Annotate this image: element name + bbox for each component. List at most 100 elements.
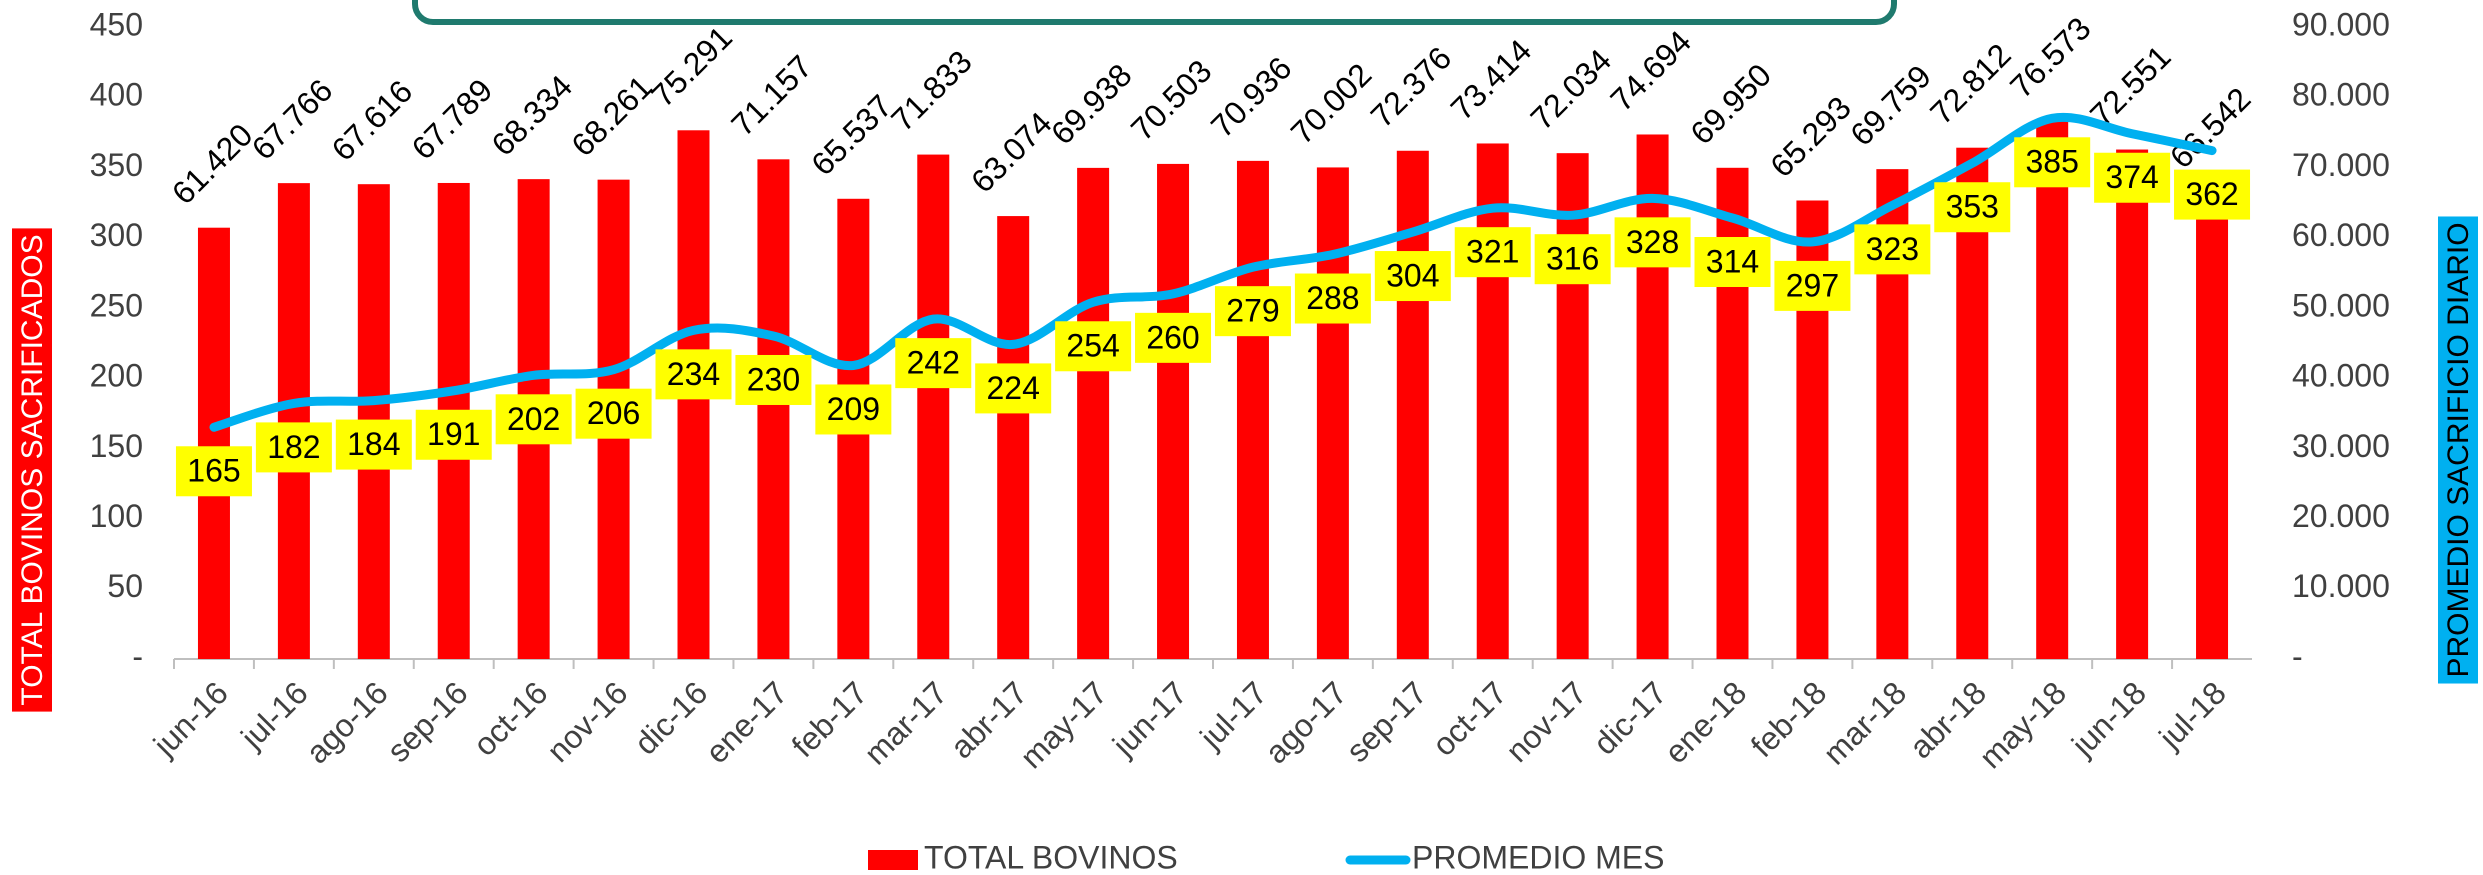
x-tick-label: jun-16 bbox=[146, 674, 235, 763]
data-label: 224 bbox=[986, 370, 1039, 406]
bar-value-label: 63.074 bbox=[964, 105, 1059, 200]
y-axis-title-box bbox=[12, 228, 52, 712]
data-label-box bbox=[895, 338, 972, 389]
x-tick-label: jun-17 bbox=[1105, 674, 1194, 763]
y2-tick-label: 10.000 bbox=[2292, 568, 2390, 604]
data-label: 209 bbox=[827, 391, 880, 427]
bar bbox=[1556, 153, 1589, 659]
bar bbox=[2196, 191, 2229, 659]
y-tick-label: 200 bbox=[90, 358, 143, 394]
y2-axis-title-box bbox=[2438, 216, 2478, 684]
data-label-box bbox=[495, 394, 572, 445]
data-label-box bbox=[1614, 217, 1691, 268]
x-tick-label: ago-17 bbox=[1258, 674, 1354, 770]
bar bbox=[1077, 167, 1110, 659]
data-label: 328 bbox=[1626, 224, 1679, 260]
bar-value-label: 70.503 bbox=[1124, 53, 1219, 148]
y-tick-label: 300 bbox=[90, 217, 143, 253]
data-label: 260 bbox=[1146, 319, 1199, 355]
data-label: 206 bbox=[587, 395, 640, 431]
bar bbox=[917, 154, 950, 660]
bar-value-label: 71.157 bbox=[724, 48, 819, 143]
bar-value-label: 69.938 bbox=[1044, 57, 1139, 152]
y2-tick-label: 50.000 bbox=[2292, 287, 2390, 323]
x-tick-label: may-17 bbox=[1013, 674, 1114, 775]
x-tick-label: ago-16 bbox=[299, 674, 395, 770]
bar-value-label: 65.537 bbox=[804, 88, 899, 183]
data-label-box bbox=[1534, 234, 1611, 285]
data-label-box bbox=[1294, 273, 1371, 324]
bar bbox=[1157, 163, 1190, 659]
data-label-box bbox=[1135, 312, 1212, 363]
title-frame bbox=[412, 0, 1897, 25]
data-label-box bbox=[2174, 169, 2251, 220]
y2-tick-label: 90.000 bbox=[2292, 6, 2390, 42]
bar bbox=[997, 216, 1030, 659]
y-tick-label: 50 bbox=[107, 568, 143, 604]
y2-tick-label: 40.000 bbox=[2292, 358, 2390, 394]
y2-axis-title: PROMEDIO SACRIFICIO DIARIO bbox=[2442, 222, 2475, 677]
bar-value-label: 70.002 bbox=[1284, 56, 1379, 151]
y2-tick-label: 60.000 bbox=[2292, 217, 2390, 253]
bar-value-label: 61.420 bbox=[165, 117, 260, 212]
y-tick-label: 350 bbox=[90, 147, 143, 183]
data-label: 297 bbox=[1786, 267, 1839, 303]
bar-value-label: 72.376 bbox=[1364, 40, 1459, 135]
x-tick-label: nov-16 bbox=[540, 674, 635, 769]
bar bbox=[2116, 149, 2149, 659]
y2-tick-label: 80.000 bbox=[2292, 77, 2390, 113]
bar-value-label: 67.616 bbox=[325, 73, 420, 168]
bar-value-label: 76.573 bbox=[2003, 10, 2098, 105]
x-tick-label: ene-18 bbox=[1658, 674, 1754, 770]
data-label: 362 bbox=[2185, 176, 2238, 212]
legend-label: PROMEDIO MES bbox=[1412, 839, 1664, 875]
bar bbox=[1636, 134, 1669, 660]
legend-label: TOTAL BOVINOS bbox=[924, 839, 1178, 875]
y-tick-label: 150 bbox=[90, 428, 143, 464]
x-tick-label: oct-17 bbox=[1425, 674, 1513, 762]
x-tick-label: ene-17 bbox=[698, 674, 794, 770]
bar-value-label: 68.334 bbox=[485, 68, 580, 163]
line bbox=[209, 112, 2217, 432]
bar-value-label: 66.542 bbox=[2163, 81, 2258, 176]
y2-axis-title-group: PROMEDIO SACRIFICIO DIARIO bbox=[2438, 216, 2478, 684]
data-label: 316 bbox=[1546, 241, 1599, 277]
data-label-box bbox=[2094, 152, 2171, 203]
y2-tick-label: 30.000 bbox=[2292, 428, 2390, 464]
data-label-box bbox=[1774, 260, 1851, 311]
bar bbox=[1316, 167, 1349, 659]
data-label-box bbox=[1854, 224, 1931, 275]
bar bbox=[197, 227, 230, 659]
bar-value-label: 68.261 bbox=[564, 69, 659, 164]
bar-value-label: 67.789 bbox=[405, 72, 500, 167]
bar bbox=[1236, 160, 1269, 659]
y2-tick-label: 20.000 bbox=[2292, 498, 2390, 534]
bar-value-label: 65.293 bbox=[1763, 89, 1858, 184]
y-tick-label: - bbox=[132, 638, 143, 674]
bar-value-label: 70.936 bbox=[1204, 50, 1299, 145]
legend-swatch bbox=[868, 850, 918, 870]
bar-value-label: 69.950 bbox=[1683, 57, 1778, 152]
x-tick-label: sep-17 bbox=[1339, 674, 1434, 769]
data-label: 234 bbox=[667, 356, 720, 392]
data-label-box bbox=[335, 419, 412, 470]
bar-value-label: 72.034 bbox=[1524, 42, 1619, 137]
data-label: 202 bbox=[507, 401, 560, 437]
bar bbox=[2036, 121, 2069, 660]
bar bbox=[277, 183, 310, 660]
x-tick-label: mar-18 bbox=[1816, 674, 1913, 771]
bar bbox=[1956, 147, 1989, 660]
x-tick-label: sep-16 bbox=[380, 674, 475, 769]
data-label: 304 bbox=[1386, 258, 1439, 294]
data-label: 385 bbox=[2025, 144, 2078, 180]
y-tick-label: 250 bbox=[90, 287, 143, 323]
data-label: 165 bbox=[187, 453, 240, 489]
data-label: 314 bbox=[1706, 243, 1759, 279]
data-label-box bbox=[175, 446, 252, 497]
data-label-box bbox=[575, 388, 652, 439]
y-tick-label: 400 bbox=[90, 77, 143, 113]
data-label: 182 bbox=[267, 429, 320, 465]
x-tick-label: jun-18 bbox=[2064, 674, 2153, 763]
x-tick-label: may-18 bbox=[1972, 674, 2073, 775]
